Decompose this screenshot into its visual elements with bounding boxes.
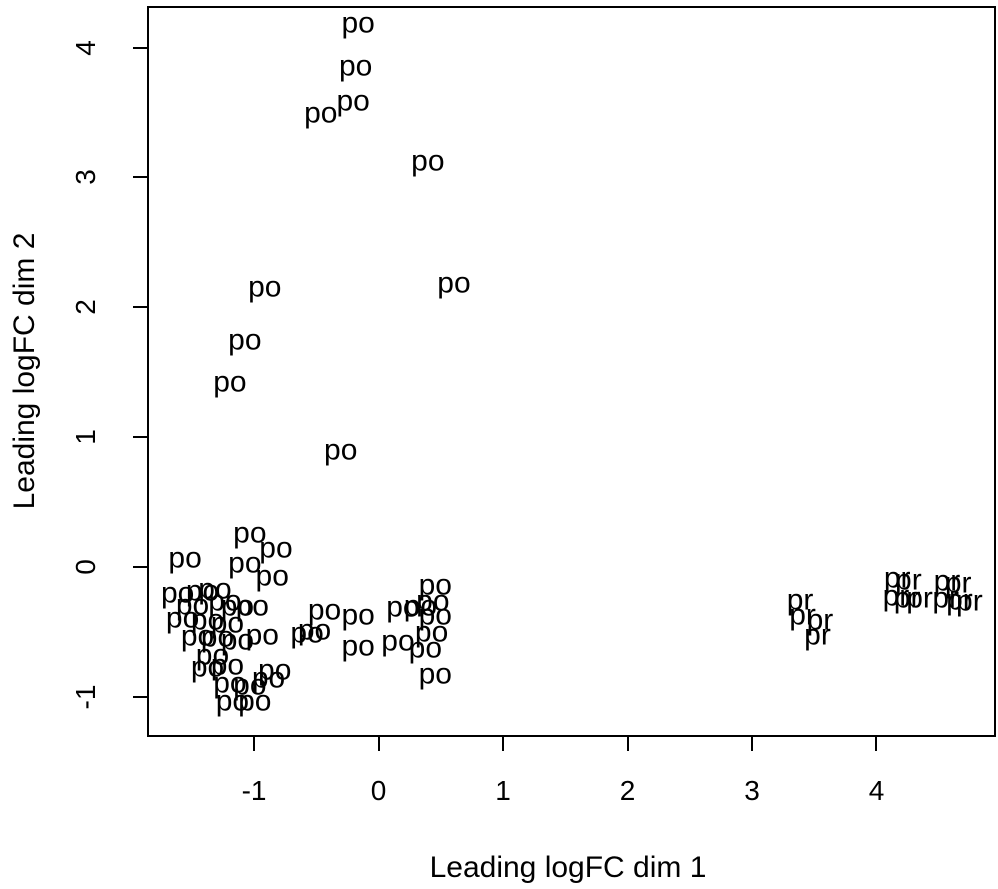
x-axis-tick-label: 3 [744, 775, 760, 806]
plot-area: po po po po po po po po po po po po po po po po po po po po… [147, 6, 996, 737]
point-label-po: po [180, 619, 215, 653]
point-label-po: po [185, 574, 220, 608]
point-label-po: po [297, 613, 332, 647]
point-label-pr: pr [882, 579, 910, 613]
point-label-po: po [259, 531, 293, 565]
point-label-po: po [255, 559, 289, 593]
y-axis-tick-label: 3 [70, 169, 101, 186]
x-axis-tick-mark [377, 737, 380, 751]
point-label-po: po [220, 623, 255, 657]
point-label-po: po [228, 546, 262, 580]
point-label-po: po [165, 601, 200, 635]
x-axis-tick-mark [502, 737, 505, 751]
point-label-po: po [411, 144, 445, 178]
point-label-po: po [245, 618, 279, 652]
point-label-po: po [418, 568, 452, 602]
point-label-po: po [341, 598, 375, 632]
point-label-po: po [228, 323, 262, 357]
point-label-po: po [408, 631, 443, 665]
point-label-pr: pr [895, 563, 922, 597]
x-axis-tick-label: -1 [241, 775, 267, 806]
point-label-po: po [307, 593, 342, 627]
x-axis-tick-mark [626, 737, 629, 751]
point-label-po: po [233, 517, 267, 551]
point-label-po: po [238, 684, 272, 718]
point-label-po: po [235, 589, 269, 623]
point-label-po: po [195, 639, 230, 673]
y-axis-tick-label: 1 [70, 429, 101, 445]
y-axis-tick-label: 2 [70, 299, 101, 316]
y-axis-tick-label: 4 [70, 39, 101, 56]
point-label-pr: pr [789, 598, 816, 632]
point-label-po: po [175, 588, 210, 622]
point-label-po: po [198, 572, 232, 606]
point-label-po: po [248, 270, 282, 304]
point-label-po: po [437, 266, 471, 300]
y-axis-tick-mark [133, 436, 147, 439]
point-label-pr: pr [944, 566, 972, 600]
y-axis-tick-label: 0 [70, 559, 101, 575]
point-label-pr: pr [806, 604, 834, 638]
point-label-pr: pr [786, 583, 814, 617]
point-label-po: po [338, 49, 373, 83]
point-label-pr: pr [893, 581, 921, 615]
x-axis-tick-label: 4 [868, 775, 885, 806]
point-label-po: po [213, 365, 247, 399]
point-label-po: po [208, 584, 242, 618]
point-label-pr: pr [946, 583, 973, 617]
x-axis-tick-label: 0 [370, 775, 387, 806]
point-label-po: po [386, 591, 420, 625]
point-label-po: po [418, 598, 452, 632]
point-label-po: po [403, 589, 438, 623]
point-label-po: po [381, 624, 415, 658]
point-label-po: po [414, 615, 449, 649]
point-label-po: po [324, 433, 358, 467]
point-label-po: po [160, 576, 195, 610]
point-label-po: po [336, 84, 370, 118]
y-axis-tick-mark [133, 306, 147, 309]
y-axis-tick-mark [133, 695, 147, 698]
x-axis-tick-mark [751, 737, 753, 751]
point-label-po: po [341, 630, 375, 664]
point-label-po: po [168, 541, 202, 575]
point-label-po: po [251, 661, 286, 695]
point-label-po: po [190, 604, 225, 638]
y-axis-tick-mark [133, 46, 147, 49]
point-label-pr: pr [883, 561, 911, 595]
x-axis-title: Leading logFC dim 1 [429, 851, 707, 884]
point-label-po: po [290, 617, 324, 651]
point-label-po: po [210, 648, 245, 682]
x-axis-tick-mark [875, 737, 878, 751]
point-label-pr: pr [933, 565, 961, 599]
point-label-po: po [210, 606, 245, 640]
y-axis-tick-mark [133, 176, 147, 179]
y-axis-title: Leading logFC dim 2 [8, 232, 41, 510]
y-axis-tick-label: -1 [70, 684, 101, 710]
point-label-pr: pr [906, 581, 933, 615]
point-label-po: po [258, 653, 292, 687]
y-axis-tick-mark [133, 565, 147, 568]
point-label-po: po [416, 584, 450, 618]
point-label-po: po [418, 657, 452, 691]
point-label-po: po [190, 650, 225, 684]
point-label-po: po [233, 668, 267, 702]
point-label-pr: pr [956, 584, 983, 618]
x-axis-tick-label: 1 [495, 775, 511, 806]
point-label-po: po [304, 96, 338, 130]
point-label-po: po [215, 684, 250, 718]
point-label-po: po [220, 589, 255, 623]
point-label-po: po [213, 666, 247, 700]
x-axis-tick-mark [253, 737, 256, 751]
x-axis-tick-label: 2 [619, 775, 636, 806]
point-label-pr: pr [932, 581, 960, 615]
point-label-pr: pr [804, 618, 831, 652]
point-label-po: po [200, 620, 235, 654]
point-label-po: po [341, 6, 375, 40]
